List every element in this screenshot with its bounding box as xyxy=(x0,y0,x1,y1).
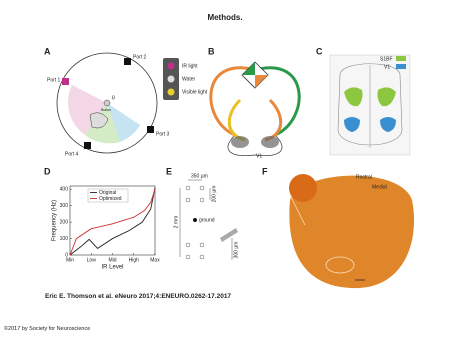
brain-map xyxy=(329,54,411,156)
scale-label: 2 mm xyxy=(173,216,179,229)
orientation-label: Rostral xyxy=(356,174,372,180)
y-tick-label: 100 xyxy=(60,236,69,242)
series-line xyxy=(69,189,156,256)
panel-letter: A xyxy=(44,46,51,56)
y-tick-label: 200 xyxy=(60,219,69,225)
panel-letter: F xyxy=(262,166,268,176)
port-label: Port 4 xyxy=(65,151,79,157)
legend-label: S1BF xyxy=(380,56,393,62)
x-tick-label: Min xyxy=(66,257,74,263)
x-tick-label: Max xyxy=(150,257,160,263)
chart: 0 100 200 300 400 Min Low Mid High Max IR Level Fre… xyxy=(52,185,160,271)
panel-letter: C xyxy=(316,46,323,56)
pathway-diagram xyxy=(209,61,301,156)
y-axis-label: Frequency (Hz) xyxy=(52,200,58,241)
button-label: Button xyxy=(101,108,111,112)
y-tick-label: 0 xyxy=(65,252,68,258)
panel-letter: E xyxy=(166,166,172,176)
series-line xyxy=(69,187,156,256)
ground-label: ground xyxy=(199,217,215,223)
panel-letter: D xyxy=(44,166,51,176)
brain-photo xyxy=(282,170,420,292)
x-axis-label: IR Level xyxy=(101,265,123,271)
port-label: Port 1 xyxy=(47,77,61,83)
y-tick-label: 400 xyxy=(60,187,69,193)
arena xyxy=(56,52,179,154)
orientation-label: Medial xyxy=(372,184,387,190)
scale-label: 350 µm xyxy=(191,173,208,179)
copyright: ©2017 by Society for Neuroscience xyxy=(4,326,91,332)
scale-label: 200 µm xyxy=(211,186,217,203)
x-tick-label: Low xyxy=(87,257,97,263)
scale-label: 300 µm xyxy=(233,242,239,259)
light-label: Water xyxy=(182,76,195,82)
title: Methods. xyxy=(207,13,242,22)
electrode-layout xyxy=(179,179,238,260)
legend-label: Original xyxy=(99,190,116,196)
angle-label: θ xyxy=(112,95,115,101)
port-label: Port 2 xyxy=(133,54,147,60)
x-tick-label: High xyxy=(129,257,140,263)
panel-letter: B xyxy=(208,46,215,56)
light-label: IR light xyxy=(182,63,198,69)
x-tick-label: Mid xyxy=(108,257,116,263)
legend-label: Optimized xyxy=(99,196,122,202)
port-label: Port 3 xyxy=(156,131,170,137)
legend-box xyxy=(87,188,129,203)
legend-label: V1 xyxy=(384,64,390,70)
area-label: V1 xyxy=(256,153,262,159)
citation: Eric E. Thomson et al. eNeuro 2017;4:ENE… xyxy=(45,293,232,300)
light-label: Visible light xyxy=(182,89,208,95)
y-tick-label: 300 xyxy=(60,203,69,209)
